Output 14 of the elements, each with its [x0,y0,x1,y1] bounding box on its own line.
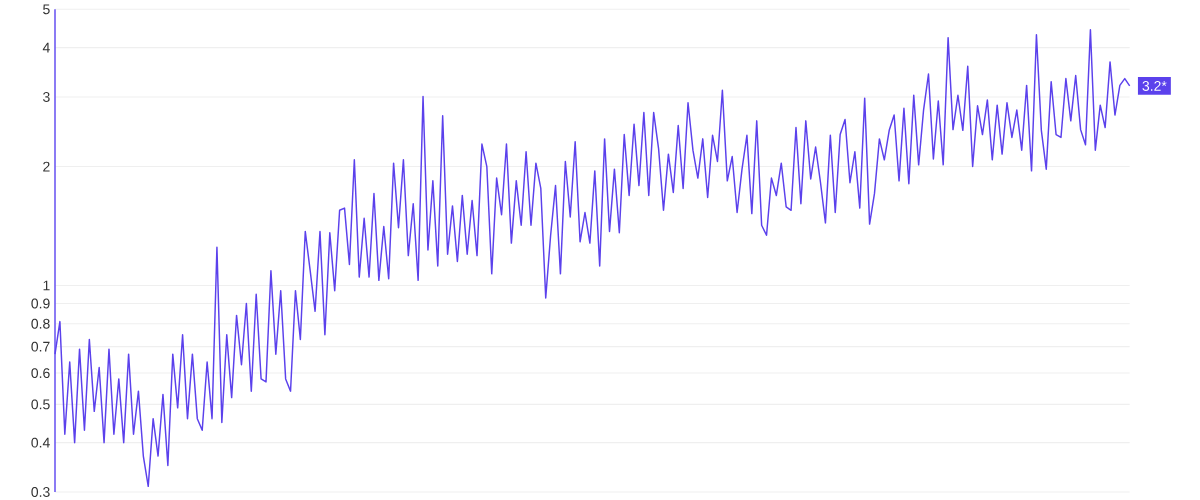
y-tick-label: 0.3 [31,487,50,497]
y-tick-label: 5 [43,4,50,15]
y-tick-label: 1 [43,280,50,291]
y-tick-label: 0.7 [31,341,50,352]
line-series [54,28,1131,488]
text: 3.2* [1142,80,1167,91]
y-tick-label: 0.4 [31,437,50,448]
y-tick-label: 4 [42,42,50,53]
y-tick-label: 3 [43,92,50,102]
y-tick-label: 0.6 [31,368,50,379]
y-tick-label: 0.8 [31,318,50,329]
y-tick-label: 0.9 [31,298,50,309]
y-tick-label: 2 [43,161,50,172]
y-tick-label: 0.5 [31,399,50,410]
